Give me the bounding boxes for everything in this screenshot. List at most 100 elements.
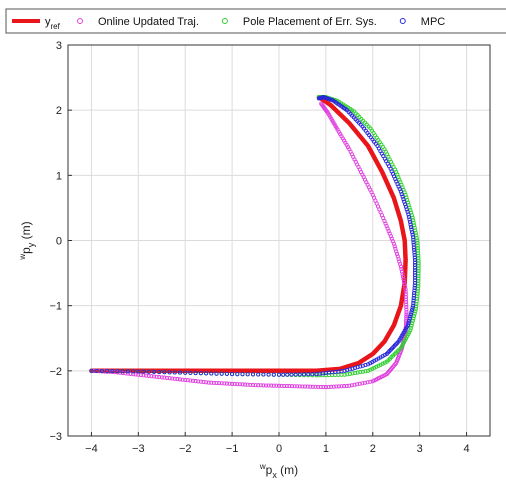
data-point <box>357 381 362 386</box>
data-point <box>363 369 368 374</box>
data-point <box>401 340 407 345</box>
data-point <box>204 380 209 385</box>
legend-label: yref <box>45 16 61 31</box>
data-point <box>403 292 408 297</box>
data-point <box>412 275 418 280</box>
data-point <box>399 267 404 272</box>
data-point <box>227 381 232 386</box>
data-point <box>403 294 408 300</box>
x-tick-label: 1 <box>323 443 329 455</box>
legend-label: Online Updated Traj. <box>98 16 199 28</box>
data-point <box>295 384 300 389</box>
data-point <box>408 225 414 230</box>
data-point <box>274 383 279 388</box>
data-point <box>151 369 157 374</box>
x-tick-label: −3 <box>132 443 145 455</box>
data-point <box>416 268 421 273</box>
data-point <box>266 372 271 377</box>
y-tick-label: 3 <box>56 40 62 52</box>
data-point <box>306 372 311 377</box>
data-point <box>410 321 415 326</box>
data-point <box>410 232 415 237</box>
data-point <box>382 360 387 365</box>
y-tick-label: 2 <box>56 105 62 117</box>
data-point <box>120 369 125 374</box>
data-point <box>253 383 258 388</box>
data-point <box>162 375 167 380</box>
data-point <box>403 297 409 302</box>
data-point <box>99 368 104 374</box>
data-point <box>415 246 420 251</box>
data-point <box>416 263 421 268</box>
data-point <box>411 314 417 319</box>
data-point <box>339 384 344 389</box>
x-tick-label: 4 <box>463 443 469 455</box>
data-point <box>224 371 229 376</box>
x-tick-label: 0 <box>276 443 282 455</box>
data-point <box>230 381 235 386</box>
data-point <box>269 383 274 388</box>
data-point <box>412 260 418 265</box>
data-point <box>403 284 408 289</box>
data-point <box>412 263 418 268</box>
data-point <box>407 330 412 335</box>
y-tick-label: 0 <box>56 236 62 248</box>
data-point <box>412 283 417 288</box>
data-point <box>321 385 326 390</box>
data-point <box>159 375 164 380</box>
data-point <box>413 306 418 311</box>
data-point <box>407 318 412 323</box>
data-point <box>404 336 409 341</box>
data-point <box>217 381 222 386</box>
data-point <box>141 369 146 374</box>
data-point <box>297 372 302 377</box>
data-point <box>408 314 413 319</box>
data-point <box>146 373 151 378</box>
data-point <box>416 253 421 258</box>
data-point <box>279 383 284 388</box>
data-point <box>415 248 420 253</box>
data-point <box>271 372 276 377</box>
series-0 <box>89 94 408 374</box>
data-point <box>393 246 398 251</box>
data-point <box>355 370 360 375</box>
data-point <box>404 305 409 310</box>
series-layer <box>89 94 421 390</box>
data-point <box>133 372 138 377</box>
data-point <box>411 235 416 240</box>
data-point <box>188 370 193 375</box>
data-point <box>235 382 240 387</box>
data-point <box>368 379 373 384</box>
data-point <box>146 369 151 374</box>
data-point <box>102 369 107 374</box>
x-axis-label: wpx (m) <box>259 462 298 480</box>
data-point <box>380 361 385 366</box>
data-point <box>211 380 216 385</box>
data-point <box>177 377 183 382</box>
data-point <box>305 384 310 389</box>
data-point <box>372 365 377 370</box>
data-point <box>276 372 282 377</box>
data-point <box>406 212 411 217</box>
x-tick-label: −1 <box>226 443 239 455</box>
data-point <box>222 381 227 386</box>
data-point <box>412 225 417 230</box>
data-point <box>198 379 203 384</box>
data-point <box>376 363 381 368</box>
data-point <box>416 261 421 266</box>
data-point <box>414 233 419 238</box>
data-point <box>370 366 375 371</box>
data-point <box>302 384 308 389</box>
data-point <box>409 227 414 232</box>
data-point <box>411 242 416 247</box>
data-point <box>410 305 415 310</box>
y-axis-label: wpy (m) <box>18 221 36 260</box>
data-point <box>415 238 420 243</box>
data-point <box>374 364 379 369</box>
x-tick-label: −2 <box>179 443 192 455</box>
y-tick-label: −3 <box>49 431 62 443</box>
data-point <box>232 381 237 387</box>
data-point <box>172 376 177 381</box>
data-point <box>308 384 313 389</box>
data-point <box>250 382 256 388</box>
